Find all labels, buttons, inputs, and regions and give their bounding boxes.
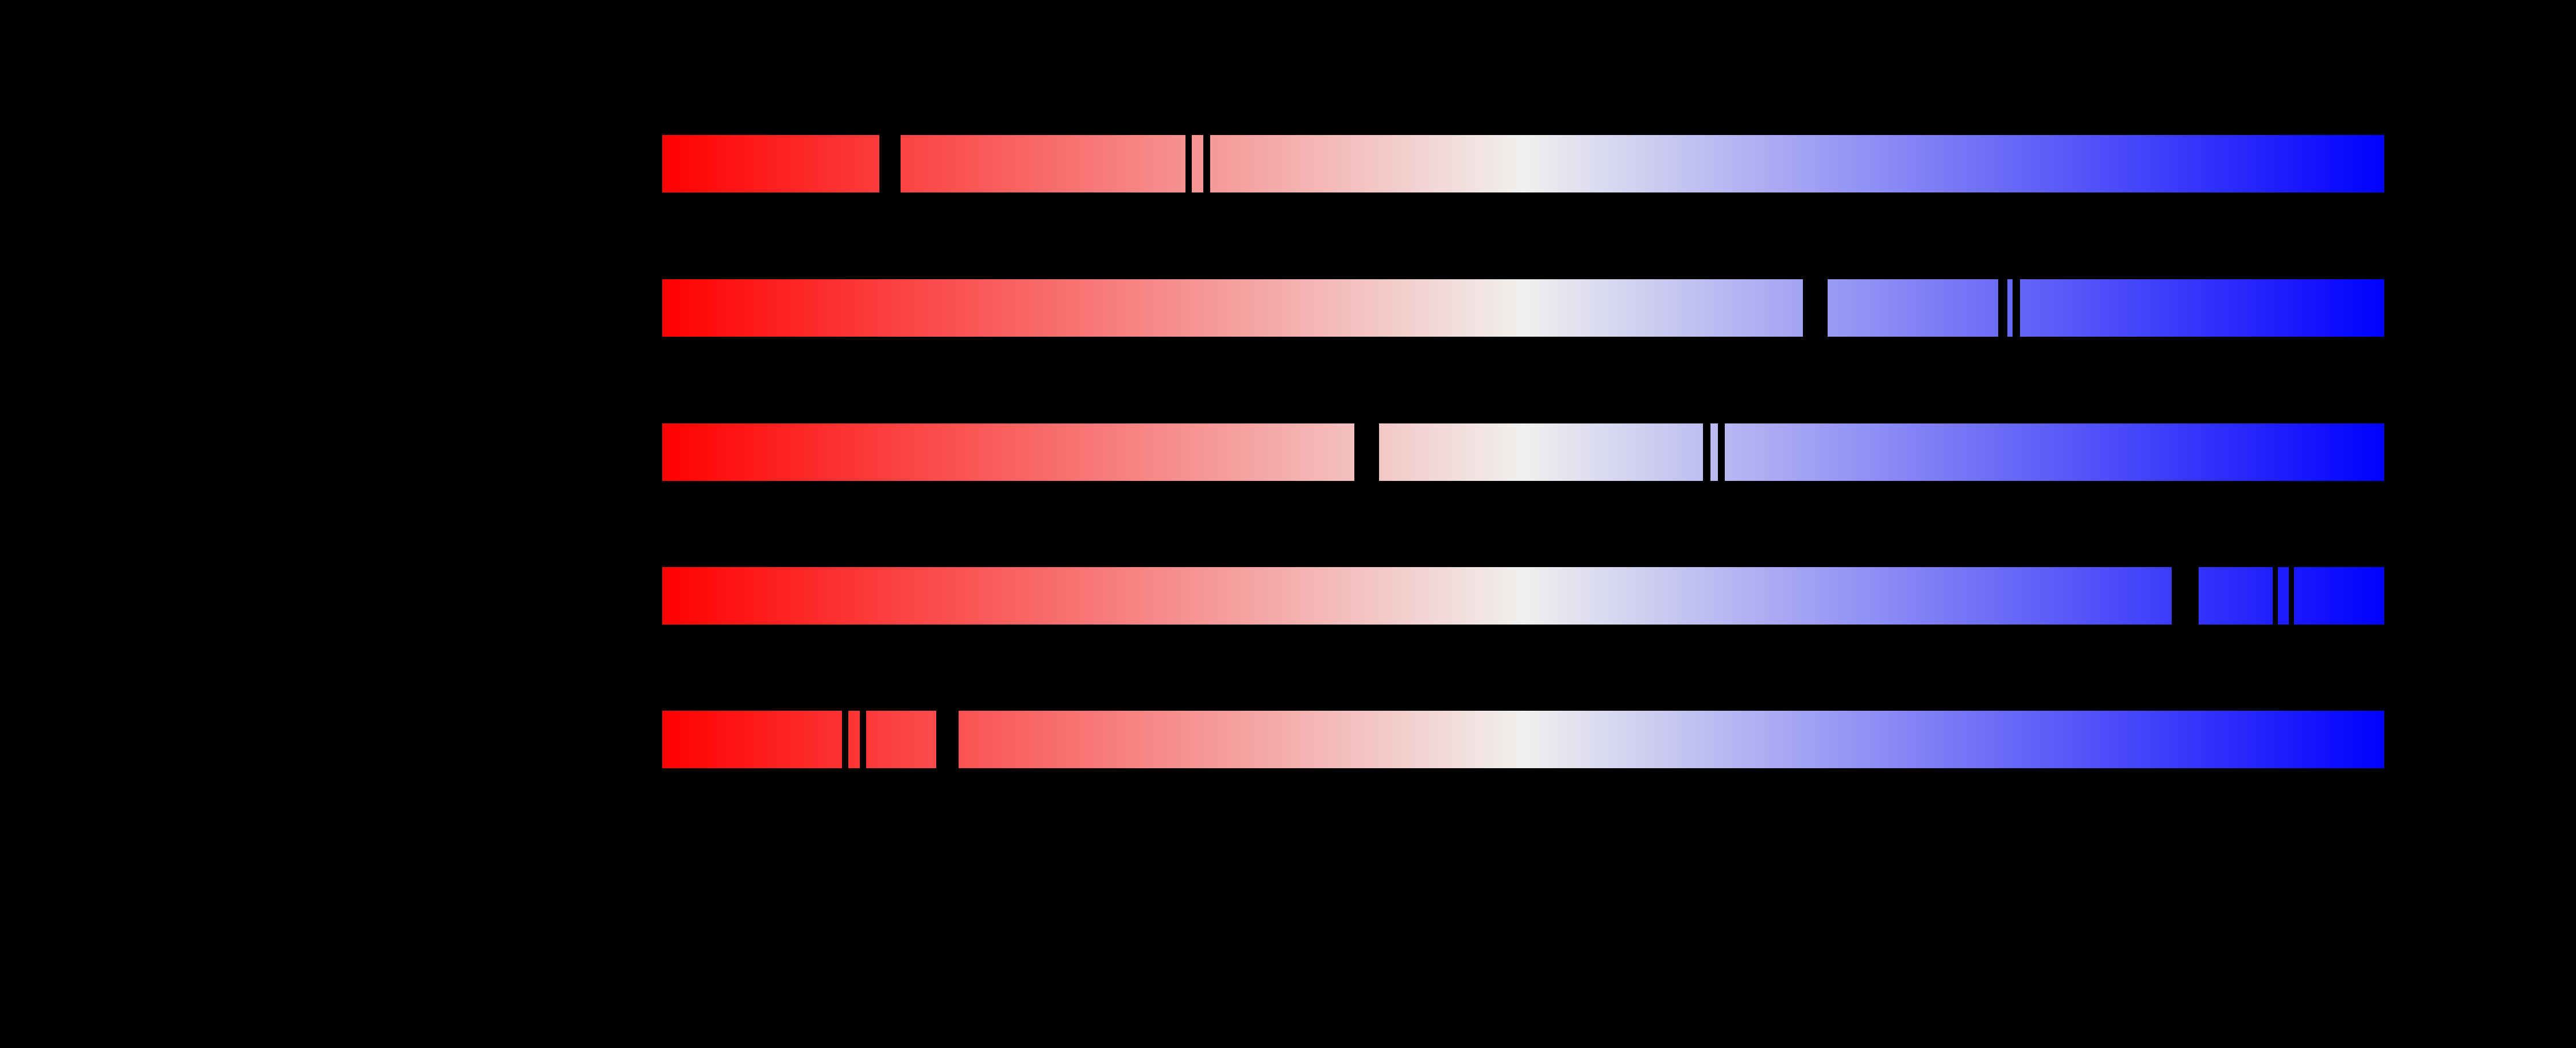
- bar-gap-marker: [879, 134, 901, 193]
- gradient-bar-4: [662, 567, 2384, 625]
- bar-tick-marker: [2273, 567, 2278, 625]
- gradient-bar-5: [662, 710, 2384, 769]
- bar-tick-marker: [1185, 134, 1192, 193]
- bar-tick-marker: [2013, 279, 2020, 337]
- bar-tick-marker: [2289, 567, 2294, 625]
- gradient-bar-3: [662, 423, 2384, 481]
- bar-gap-marker: [936, 710, 959, 769]
- bar-gap-marker: [1354, 423, 1379, 481]
- bar-tick-marker: [860, 710, 866, 769]
- bar-tick-marker: [1718, 423, 1725, 481]
- bar-tick-marker: [1203, 134, 1210, 193]
- gradient-bar-2: [662, 279, 2384, 337]
- bar-tick-marker: [1703, 423, 1710, 481]
- bar-tick-marker: [842, 710, 848, 769]
- gradient-bar-1: [662, 134, 2384, 193]
- bar-tick-marker: [1998, 279, 2007, 337]
- bar-gap-marker: [1803, 279, 1828, 337]
- bar-gap-marker: [2172, 567, 2199, 625]
